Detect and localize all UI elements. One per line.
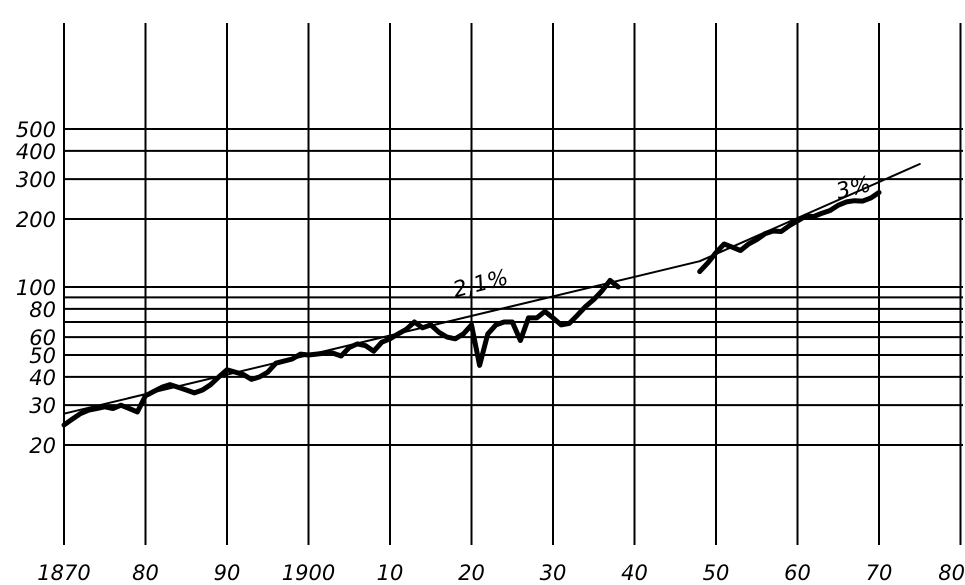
x-tick-label: 10	[377, 561, 404, 585]
x-tick-label: 70	[866, 561, 893, 585]
y-tick-label: 40	[29, 366, 56, 390]
x-tick-label: 60	[784, 561, 811, 585]
y-tick-label: 30	[29, 394, 56, 418]
y-tick-label: 80	[29, 298, 56, 322]
annotations: 2,1%3%	[451, 172, 874, 303]
x-tick-label: 20	[458, 561, 485, 585]
data-line	[61, 277, 621, 428]
series-lines	[61, 163, 921, 428]
data-line	[697, 190, 882, 275]
y-tick-label: 20	[29, 434, 56, 458]
x-tick-label: 30	[540, 561, 567, 585]
x-tick-label: 1900	[282, 561, 335, 585]
y-tick-label: 300	[16, 168, 56, 192]
y-tick-label: 60	[29, 326, 56, 350]
y-tick-label: 400	[16, 140, 56, 164]
x-tick-label: 80	[132, 561, 159, 585]
x-tick-label: 90	[214, 561, 241, 585]
y-tick-label: 200	[16, 208, 56, 232]
x-tick-label: 40	[621, 561, 648, 585]
x-tick-label: 1870	[37, 561, 90, 585]
y-tick-label: 50	[29, 344, 56, 368]
y-tick-label: 100	[16, 276, 56, 300]
x-tick-label: 80	[938, 561, 965, 585]
trend-line	[63, 163, 921, 415]
x-tick-labels: 1870 80 90 1900 10 20 30 40 50 60 70 80	[37, 561, 965, 585]
grid	[63, 23, 963, 545]
x-tick-label: 50	[703, 561, 730, 585]
y-tick-label: 500	[16, 118, 56, 142]
